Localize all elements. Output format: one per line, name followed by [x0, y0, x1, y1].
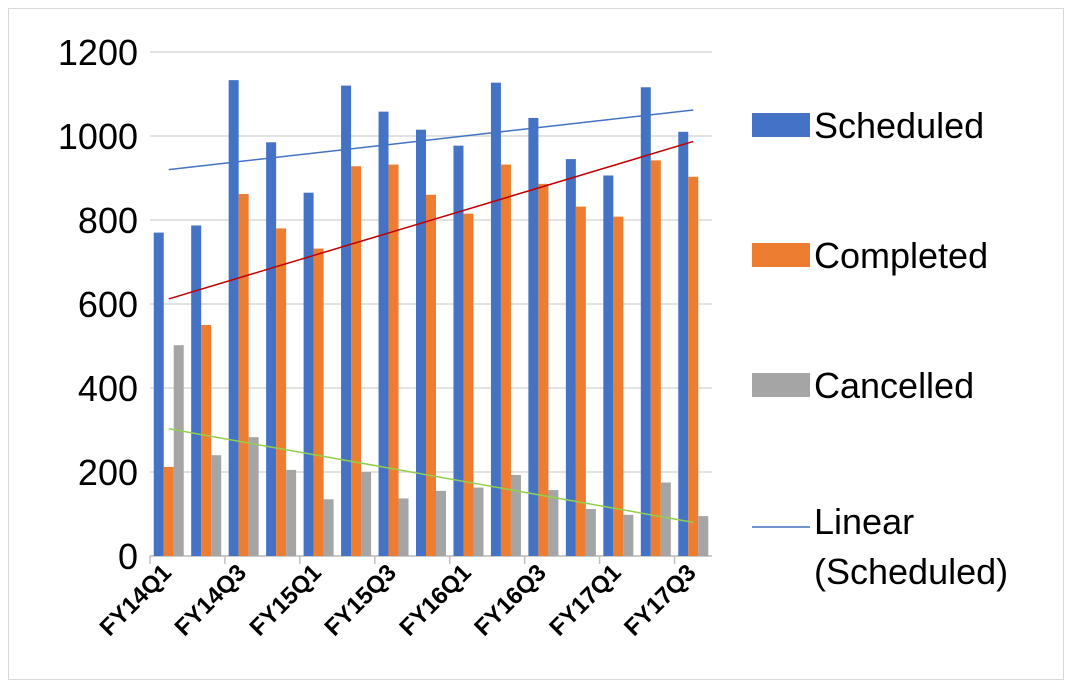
- bar-cancelled-fy14q3: [248, 437, 259, 556]
- bar-completed-fy14q4: [276, 228, 287, 556]
- bar-cancelled-fy16q2: [510, 474, 521, 556]
- legend-swatch-scheduled: [752, 113, 810, 137]
- bar-scheduled-fy14q3: [228, 80, 239, 556]
- bar-scheduled-fy17q2: [640, 87, 651, 556]
- bar-scheduled-fy16q1: [453, 145, 464, 556]
- bar-completed-fy17q1: [613, 216, 624, 556]
- legend-label-linear: Linear: [814, 501, 914, 542]
- legend-swatch-completed: [752, 243, 810, 267]
- bar-scheduled-fy17q1: [603, 175, 614, 557]
- trendline-completed: [168, 140, 694, 300]
- bar-cancelled-fy16q4: [585, 508, 596, 556]
- bar-cancelled-fy15q2: [361, 472, 372, 556]
- y-tick-label-1000: 1000: [58, 116, 138, 157]
- bar-cancelled-fy14q2: [211, 455, 222, 556]
- legend-label-scheduled-paren: (Scheduled): [814, 551, 1008, 592]
- bar-completed-fy14q2: [201, 325, 212, 556]
- bar-cancelled-fy15q1: [323, 499, 334, 556]
- bar-cancelled-fy14q4: [286, 469, 297, 556]
- bar-scheduled-fy14q1: [153, 232, 164, 556]
- bar-cancelled-fy17q3: [698, 516, 709, 556]
- trendline-scheduled: [168, 109, 694, 171]
- bar-completed-fy14q1: [163, 466, 174, 556]
- trendline-cancelled: [168, 428, 694, 524]
- bar-completed-fy17q2: [650, 160, 661, 557]
- bar-completed-fy15q3: [388, 164, 399, 556]
- x-tick-label-fy15q1: FY15Q1: [245, 559, 327, 641]
- y-tick-label-600: 600: [78, 284, 138, 325]
- x-tick-label-fy17q1: FY17Q1: [544, 559, 626, 641]
- bar-scheduled-fy15q2: [341, 85, 352, 556]
- bar-scheduled-fy15q3: [378, 111, 389, 556]
- bar-cancelled-fy17q2: [660, 482, 671, 556]
- legend-swatch-cancelled: [752, 373, 810, 397]
- legend-label-scheduled: Scheduled: [814, 105, 984, 146]
- bar-cancelled-fy15q4: [436, 490, 446, 556]
- y-tick-label-200: 200: [78, 452, 138, 493]
- bar-completed-fy14q3: [238, 193, 249, 556]
- bar-completed-fy16q1: [463, 213, 474, 556]
- bar-cancelled-fy17q1: [623, 514, 634, 556]
- y-tick-label-400: 400: [78, 368, 138, 409]
- bar-cancelled-fy16q1: [473, 487, 484, 556]
- bar-completed-fy16q4: [575, 206, 586, 556]
- legend-label-cancelled: Cancelled: [814, 365, 974, 406]
- bar-scheduled-fy16q4: [565, 159, 576, 556]
- bar-completed-fy15q2: [351, 166, 362, 557]
- bar-scheduled-fy14q4: [266, 142, 277, 557]
- bar-completed-fy15q1: [313, 248, 324, 556]
- y-tick-label-1200: 1200: [58, 32, 138, 73]
- bar-scheduled-fy15q1: [303, 192, 314, 556]
- bar-completed-fy16q3: [538, 183, 549, 556]
- x-tick-label-fy17q3: FY17Q3: [619, 559, 701, 641]
- bar-scheduled-fy16q3: [528, 117, 539, 556]
- bar-completed-fy15q4: [426, 194, 436, 557]
- bar-cancelled-fy14q1: [173, 345, 184, 556]
- x-tick-label-fy15q3: FY15Q3: [319, 559, 401, 641]
- y-tick-label-800: 800: [78, 200, 138, 241]
- bar-cancelled-fy15q3: [398, 498, 409, 556]
- bar-cancelled-fy16q3: [548, 490, 559, 556]
- bar-scheduled-fy14q2: [191, 225, 202, 556]
- bar-scheduled-fy16q2: [490, 82, 501, 556]
- bar-completed-fy16q2: [500, 164, 511, 556]
- bar-scheduled-fy17q3: [678, 131, 689, 557]
- y-tick-label-0: 0: [118, 536, 138, 577]
- x-tick-label-fy14q3: FY14Q3: [170, 559, 252, 641]
- legend-label-completed: Completed: [814, 235, 988, 276]
- bar-scheduled-fy15q4: [416, 129, 426, 556]
- bar-completed-fy17q3: [688, 176, 699, 557]
- x-tick-label-fy16q3: FY16Q3: [469, 559, 551, 641]
- x-tick-label-fy16q1: FY16Q1: [394, 559, 476, 641]
